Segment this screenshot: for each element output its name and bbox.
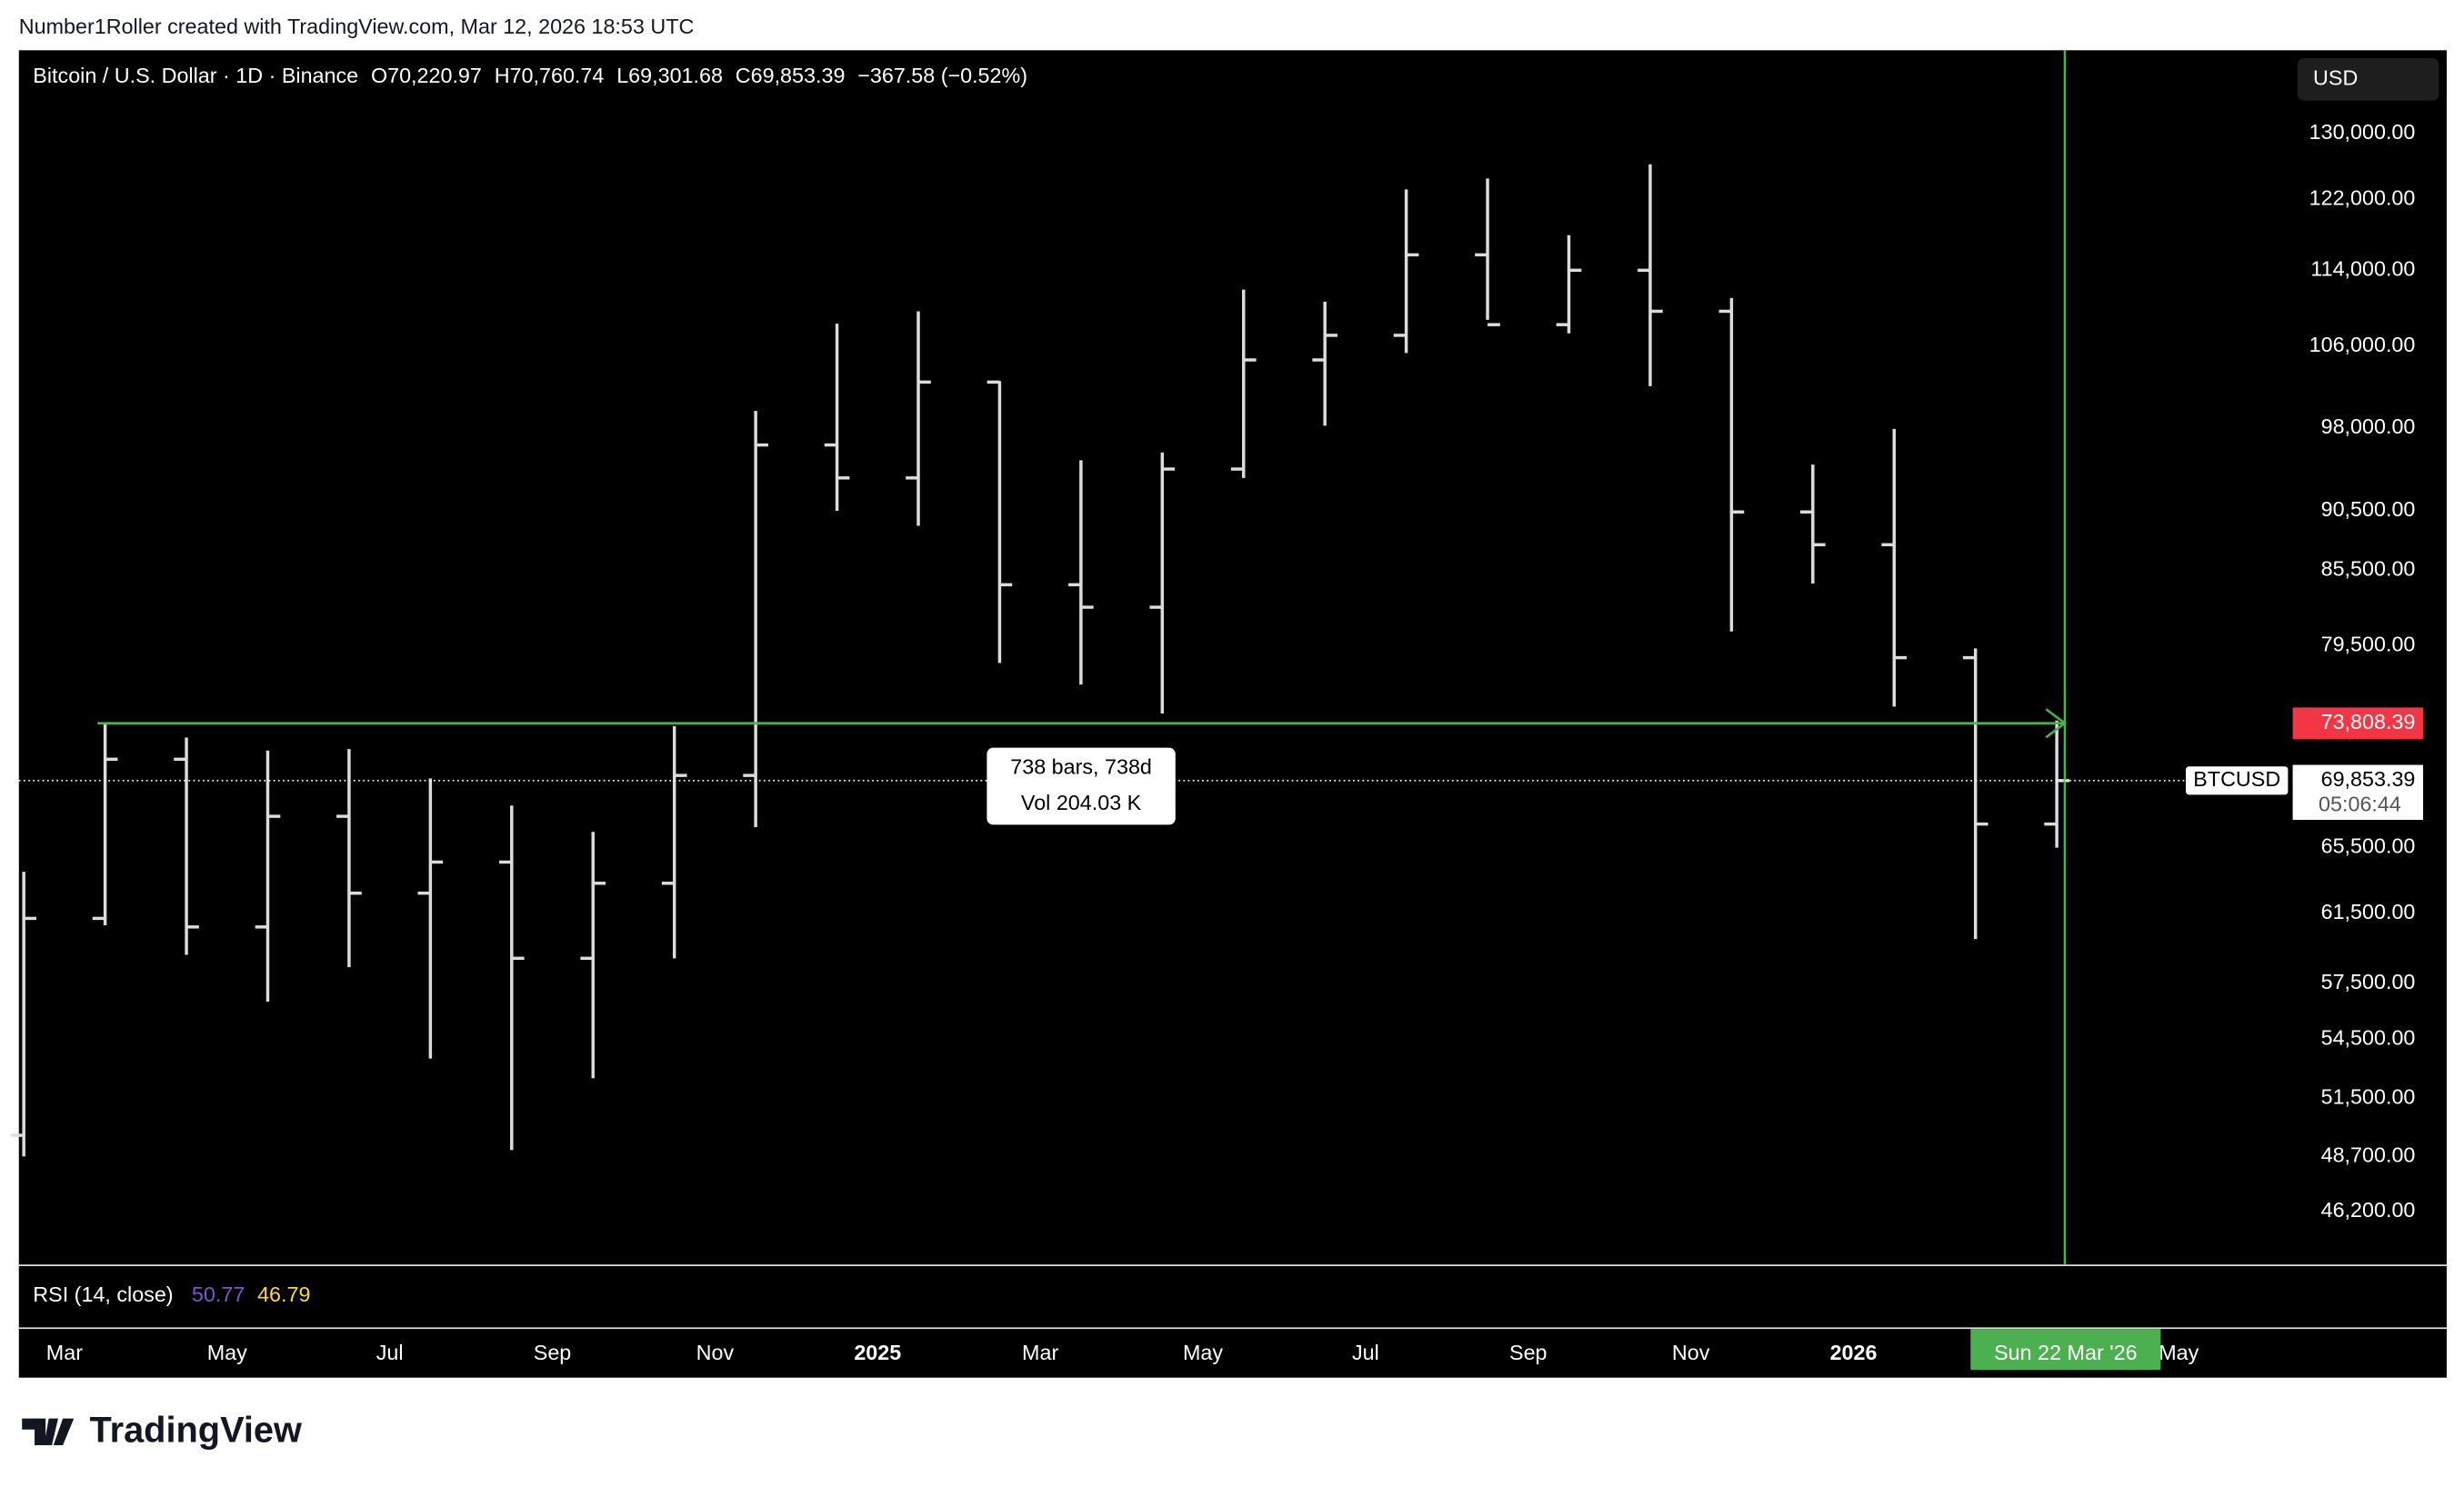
tooltip-bars: 738 bars, 738d xyxy=(1010,754,1152,778)
symbol-label: BTCUSD xyxy=(2193,767,2280,791)
y-tick-label: 46,200.00 xyxy=(2321,1198,2416,1222)
brand: TradingView xyxy=(90,1411,302,1451)
x-tick-label: Jul xyxy=(1352,1341,1379,1364)
y-tick-label: 61,500.00 xyxy=(2321,900,2416,923)
symbol-box xyxy=(2186,766,2289,795)
x-tick-label: May xyxy=(207,1341,247,1364)
rsi-value: 46.79 xyxy=(257,1282,310,1306)
x-tick-label: Nov xyxy=(1672,1341,1710,1364)
x-tick-label: 2025 xyxy=(854,1341,901,1364)
x-tick-label: May xyxy=(1183,1341,1223,1364)
y-tick-label: 106,000.00 xyxy=(2309,333,2416,356)
legend-item: H70,760.74 xyxy=(495,64,605,87)
x-tick-label: Mar xyxy=(46,1341,83,1364)
legend-item: Bitcoin / U.S. Dollar · 1D · Binance xyxy=(33,64,358,87)
measure-price-label: 73,808.39 xyxy=(2321,710,2416,734)
x-tick-label: Sep xyxy=(1509,1341,1548,1364)
last-price-box xyxy=(2292,764,2424,821)
x-tick-label: Jul xyxy=(376,1341,404,1364)
y-tick-label: 114,000.00 xyxy=(2310,257,2415,281)
legend-item: O70,220.97 xyxy=(371,64,482,87)
cursor-date-box xyxy=(1970,1329,2161,1371)
y-tick-label: 90,500.00 xyxy=(2321,497,2416,521)
y-tick-label: 65,500.00 xyxy=(2321,834,2416,858)
currency-button[interactable] xyxy=(2297,57,2439,101)
cursor-date: Sun 22 Mar '26 xyxy=(1994,1341,2137,1364)
last-price-label: 69,853.39 xyxy=(2321,767,2416,791)
y-tick-label: 130,000.00 xyxy=(2309,120,2416,144)
y-tick-label: 54,500.00 xyxy=(2321,1025,2416,1049)
chart-panel xyxy=(18,50,2447,1378)
x-tick-label: Nov xyxy=(696,1341,735,1364)
x-tick-label: May xyxy=(2159,1341,2199,1364)
countdown: 05:06:44 xyxy=(2319,793,2401,816)
y-tick-label: 85,500.00 xyxy=(2321,556,2416,580)
legend-item: L69,301.68 xyxy=(616,64,723,87)
credit: Number1Roller created with TradingView.c… xyxy=(19,15,695,38)
legend-item: C69,853.39 xyxy=(736,64,846,87)
tooltip-box xyxy=(987,747,1176,825)
x-tick-label: 2026 xyxy=(1830,1341,1878,1364)
rsi-label: RSI (14, close) xyxy=(33,1282,173,1306)
y-tick-label: 122,000.00 xyxy=(2309,186,2416,210)
tooltip-volume: Vol 204.03 K xyxy=(1021,791,1142,814)
x-tick-label: Sep xyxy=(534,1341,572,1364)
logo xyxy=(22,1418,75,1446)
y-tick-label: 98,000.00 xyxy=(2321,414,2416,438)
y-tick-label: 79,500.00 xyxy=(2321,633,2416,656)
y-tick-label: 48,700.00 xyxy=(2321,1143,2416,1166)
y-tick-label: 57,500.00 xyxy=(2321,970,2416,993)
legend-item: −367.58 (−0.52%) xyxy=(857,64,1027,87)
y-tick-label: 51,500.00 xyxy=(2321,1084,2416,1108)
rsi-value: 50.77 xyxy=(192,1282,245,1306)
measure-price-box xyxy=(2292,707,2424,739)
currency[interactable]: USD xyxy=(2313,65,2358,89)
x-tick-label: Mar xyxy=(1022,1341,1058,1364)
